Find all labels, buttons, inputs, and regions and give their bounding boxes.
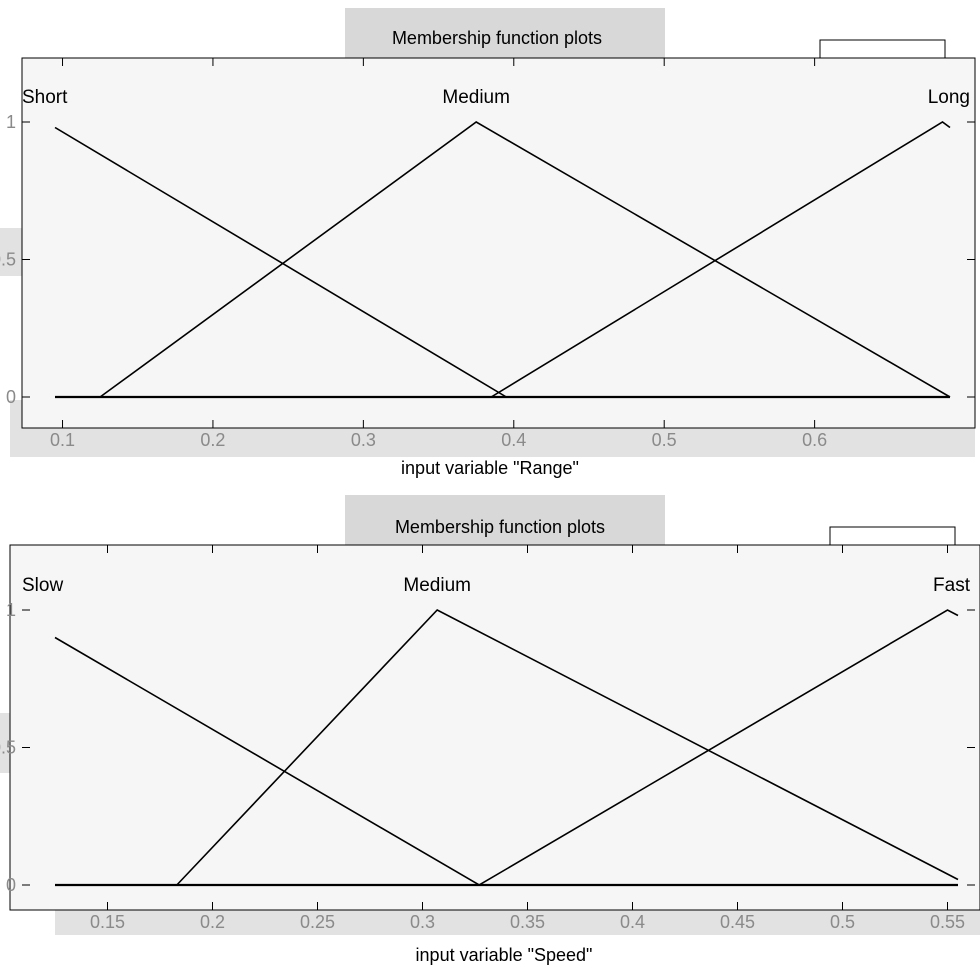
y-tick-label: 0 [6, 875, 16, 895]
x-tick-label: 0.1 [50, 430, 75, 450]
y-tick-label: 1 [6, 600, 16, 620]
mf-label-fast: Fast [933, 575, 971, 596]
x-tick-label: 0.15 [90, 912, 125, 932]
corner-box [829, 526, 956, 546]
x-tick-label: 0.2 [200, 912, 225, 932]
y-tick-label: 0.5 [0, 250, 16, 270]
x-tick-label: 0.45 [720, 912, 755, 932]
x-axis-label: input variable "Speed" [416, 945, 593, 965]
mf-label-short: Short [22, 87, 68, 108]
series-lines [54, 121, 951, 399]
mf-label-slow: Slow [22, 575, 63, 596]
chart-speed: Membership function plots 0.15 0.2 0.25 0.3… [0, 495, 980, 965]
title-background [345, 495, 665, 547]
yaxis-panel [0, 228, 22, 276]
series-lines [54, 609, 959, 887]
chart-title: Membership function plots [395, 517, 605, 537]
mf-line-short [54, 126, 950, 398]
mf-label-long: Long [928, 87, 970, 108]
x-tick-label: 0.2 [200, 430, 225, 450]
y-tick-label: 0.5 [0, 738, 16, 758]
mf-labels: Short Medium Long [22, 87, 970, 108]
x-tick-label: 0.25 [300, 912, 335, 932]
y-ticks: 00.51 [0, 112, 975, 407]
x-tick-label: 0.4 [501, 430, 526, 450]
y-ticks: 00.51 [0, 600, 975, 895]
corner-box [819, 39, 946, 59]
mf-label-medium: Medium [442, 87, 510, 108]
mf-label-medium: Medium [403, 575, 471, 596]
x-tick-label: 0.5 [830, 912, 855, 932]
x-axis-label: input variable "Range" [401, 458, 579, 478]
plot-frame [9, 544, 980, 911]
x-ticks: 0.15 0.2 0.25 0.3 0.35 0.4 0.45 0.5 0.55 [90, 545, 965, 932]
x-tick-label: 0.3 [410, 912, 435, 932]
y-tick-label: 1 [6, 112, 16, 132]
y-tick-label: 0 [6, 387, 16, 407]
x-tick-label: 0.55 [930, 912, 965, 932]
x-tick-label: 0.4 [620, 912, 645, 932]
mf-line-fast [55, 609, 959, 886]
x-tick-label: 0.3 [351, 430, 376, 450]
plot-frame [21, 57, 976, 429]
x-ticks: 0.1 0.2 0.3 0.4 0.5 0.6 [50, 58, 827, 450]
chart-title: Membership function plots [392, 28, 602, 48]
x-tick-label: 0.5 [652, 430, 677, 450]
title-background [345, 8, 665, 60]
mf-labels: Slow Medium Fast [22, 575, 971, 596]
x-tick-label: 0.6 [802, 430, 827, 450]
x-tick-label: 0.35 [510, 912, 545, 932]
mf-line-long [55, 121, 951, 398]
chart-range: Membership function plots 0.1 0.2 0.3 0.4 0.… [0, 8, 976, 478]
